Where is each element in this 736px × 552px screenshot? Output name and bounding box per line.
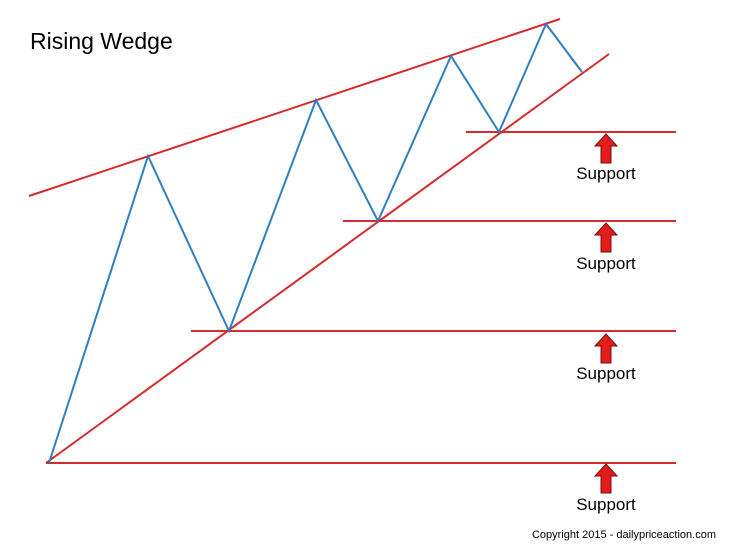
up-arrow-icon (593, 463, 619, 494)
upper-trendline (28, 18, 561, 197)
up-arrow-icon (593, 333, 619, 364)
support-label-4: Support (576, 164, 636, 183)
support-label-2: Support (576, 364, 636, 383)
price-path (48, 22, 583, 464)
diagram-title: Rising Wedge (30, 28, 173, 54)
support-label-3: Support (576, 254, 636, 273)
up-arrow-icon (593, 133, 619, 164)
up-arrow-icon (593, 222, 619, 253)
support-label-1: Support (576, 495, 636, 514)
copyright-notice: Copyright 2015 - dailypriceaction.com (531, 529, 716, 541)
lower-trendline (45, 53, 610, 464)
